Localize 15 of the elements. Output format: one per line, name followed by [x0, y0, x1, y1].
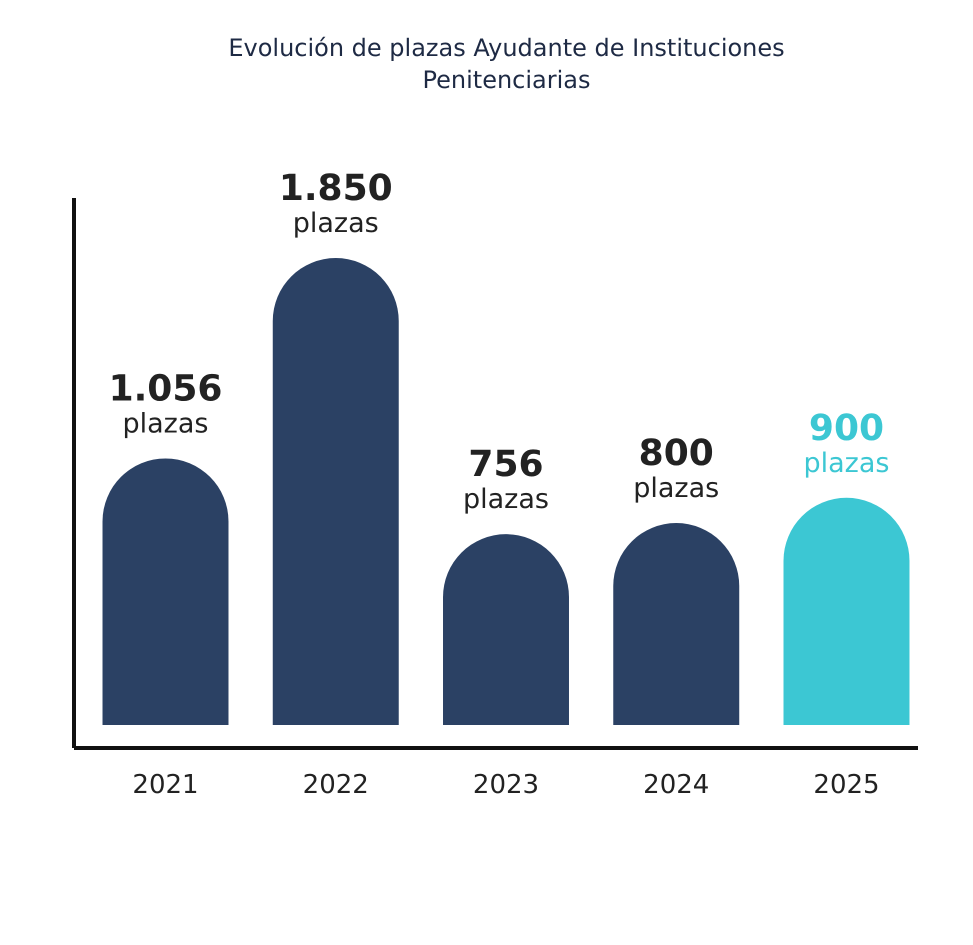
data-label: 756 plazas	[463, 444, 549, 516]
x-tick-label: 2025	[813, 770, 880, 800]
x-tick-label: 2021	[132, 770, 199, 800]
data-label: 1.850 plazas	[278, 168, 393, 239]
data-label: 800 plazas	[633, 433, 720, 504]
data-label: 900 plazas	[804, 408, 890, 479]
x-tick-label: 2023	[472, 770, 540, 800]
x-tick-label: 2022	[302, 770, 369, 800]
bar	[784, 498, 910, 725]
data-label: 1.056 plazas	[108, 368, 222, 440]
bar	[272, 258, 399, 725]
chart-title: Evolución de plazas Ayudante de Instituciones Penitenciarias	[228, 34, 785, 94]
bar	[613, 523, 740, 725]
bar	[102, 458, 228, 725]
x-tick-label: 2024	[643, 770, 710, 800]
